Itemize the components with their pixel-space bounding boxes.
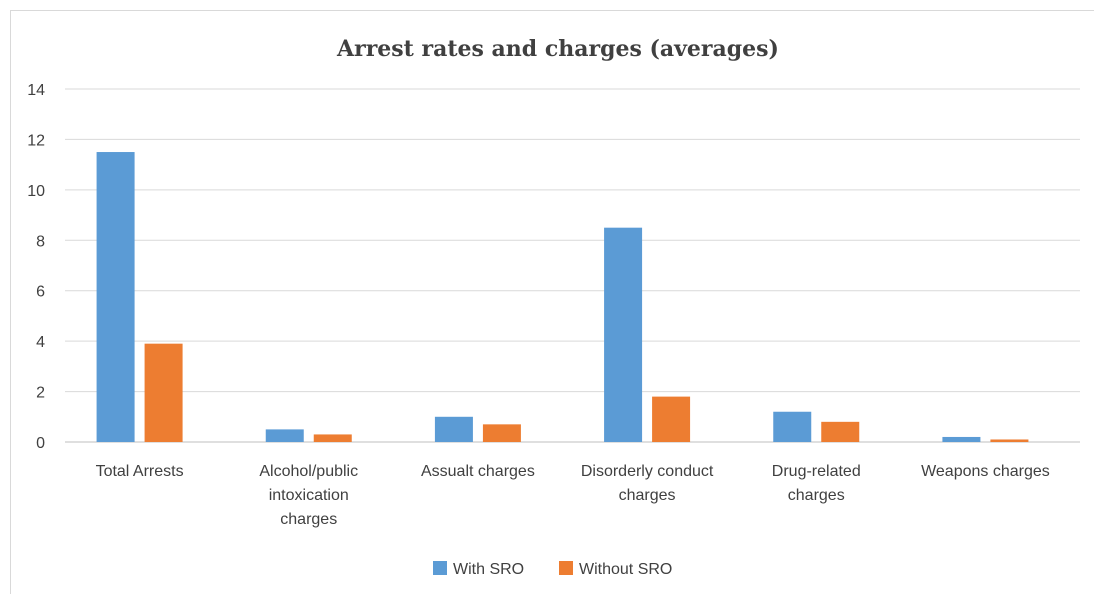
y-tick-label: 2 bbox=[36, 385, 45, 402]
gridlines bbox=[65, 88, 1080, 443]
bar-without-sro bbox=[652, 396, 691, 442]
bar-with-sro bbox=[434, 416, 473, 442]
x-category-label-line: Disorderly conduct bbox=[581, 463, 714, 480]
chart-title: Arrest rates and charges (averages) bbox=[336, 36, 779, 62]
x-category-label: Weapons charges bbox=[921, 463, 1050, 480]
y-tick-label: 8 bbox=[36, 233, 45, 250]
y-tick-label: 14 bbox=[27, 82, 45, 99]
x-category-label-line: Drug-related bbox=[772, 463, 861, 480]
x-axis-category-labels: Total Arrests Alcohol/public intoxication c… bbox=[96, 463, 1050, 528]
bar-with-sro bbox=[773, 411, 812, 442]
y-tick-label: 6 bbox=[36, 284, 45, 301]
bar-with-sro bbox=[942, 436, 981, 442]
bar-with-sro bbox=[604, 227, 643, 442]
x-category-label: Alcohol/public intoxication charges bbox=[259, 463, 358, 528]
bar-without-sro bbox=[482, 424, 521, 442]
x-category-label-line: Total Arrests bbox=[96, 463, 184, 480]
chart-frame bbox=[10, 10, 1094, 594]
x-category-label-line: Weapons charges bbox=[921, 463, 1050, 480]
x-category-label: Disorderly conduct charges bbox=[581, 463, 714, 504]
x-category-label: Drug-related charges bbox=[772, 463, 861, 504]
legend: With SRO Without SRO bbox=[433, 561, 672, 578]
y-tick-label: 10 bbox=[27, 183, 45, 200]
x-category-label-line: Alcohol/public bbox=[259, 463, 358, 480]
x-category-label-line: charges bbox=[788, 487, 845, 504]
x-category-label: Total Arrests bbox=[96, 463, 184, 480]
legend-label: Without SRO bbox=[579, 561, 672, 578]
bar-without-sro bbox=[144, 343, 183, 442]
y-axis-tick-labels: 0 2 4 6 8 10 12 14 bbox=[27, 82, 45, 452]
bar-without-sro bbox=[313, 434, 352, 442]
x-category-label-line: charges bbox=[619, 487, 676, 504]
x-category-label-line: charges bbox=[280, 511, 337, 528]
y-tick-label: 4 bbox=[36, 334, 45, 351]
bar-without-sro bbox=[990, 439, 1029, 442]
legend-swatch bbox=[433, 561, 447, 575]
y-tick-label: 0 bbox=[36, 435, 45, 452]
legend-label: With SRO bbox=[453, 561, 524, 578]
y-tick-label: 12 bbox=[27, 132, 45, 149]
x-category-label-line: Assualt charges bbox=[421, 463, 535, 480]
x-category-label: Assualt charges bbox=[421, 463, 535, 480]
bar-without-sro bbox=[821, 421, 860, 442]
bar-with-sro bbox=[96, 152, 135, 443]
bars bbox=[96, 152, 1029, 443]
legend-swatch bbox=[559, 561, 573, 575]
x-category-label-line: intoxication bbox=[269, 487, 349, 504]
bar-with-sro bbox=[265, 429, 304, 442]
